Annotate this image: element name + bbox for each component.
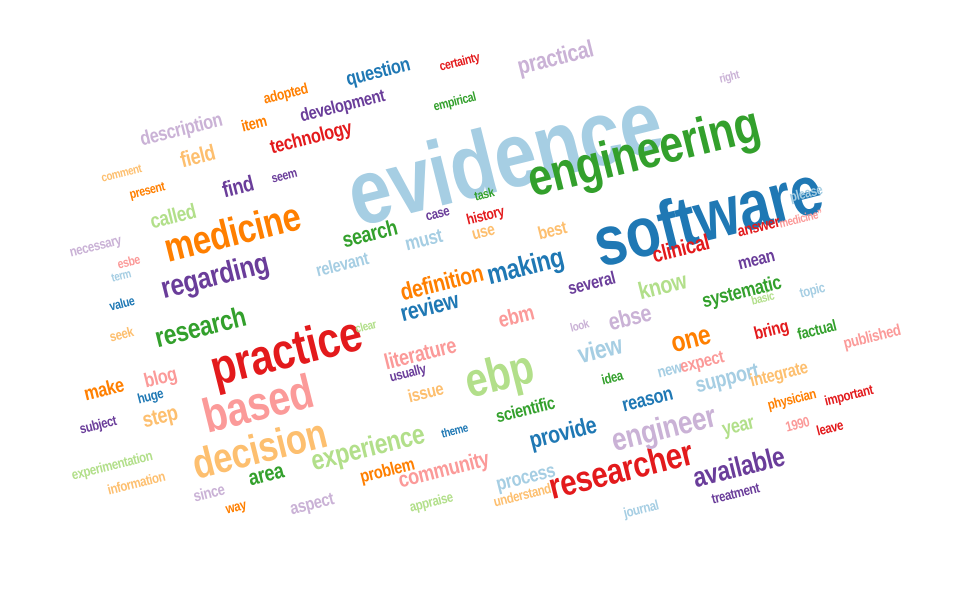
word-make: make	[81, 374, 127, 406]
word-making: making	[483, 241, 567, 291]
word-published: published	[841, 321, 903, 353]
word-question: question	[343, 53, 413, 91]
word-field: field	[177, 139, 218, 173]
word-bring: bring	[751, 315, 791, 344]
word-integrate: integrate	[747, 356, 810, 391]
word-step: step	[139, 399, 180, 433]
word-year: year	[719, 411, 757, 441]
word-comment: comment	[99, 161, 143, 185]
word-clear: clear	[353, 316, 378, 336]
word-basic: basic	[749, 288, 776, 308]
word-appraise: appraise	[407, 488, 455, 515]
word-aspect: aspect	[287, 488, 336, 519]
word-right: right	[717, 67, 741, 86]
word-use: use	[469, 219, 497, 244]
word-present: present	[127, 178, 166, 202]
word-value: value	[107, 292, 136, 314]
word-find: find	[219, 170, 257, 203]
word-information: information	[105, 467, 167, 498]
word-relevant: relevant	[313, 248, 371, 281]
word-mean: mean	[735, 245, 777, 274]
word-topic: topic	[797, 278, 827, 301]
word-subject: subject	[77, 412, 118, 437]
word-seem: seem	[269, 164, 299, 186]
word-practical: practical	[514, 35, 597, 81]
word-ebse: ebse	[605, 299, 654, 337]
word-term: term	[109, 266, 133, 285]
word-ebm: ebm	[495, 299, 537, 333]
word-provide: provide	[526, 411, 600, 455]
word-idea: idea	[599, 366, 625, 388]
word-best: best	[535, 217, 569, 244]
word-item: item	[239, 112, 269, 136]
word-important: important	[822, 381, 875, 409]
word-seek: seek	[107, 323, 135, 345]
word-way: way	[223, 496, 248, 517]
word-adopted: adopted	[261, 80, 310, 108]
word-ebp: ebp	[459, 340, 539, 409]
word-necessary: necessary	[67, 231, 123, 260]
word-since: since	[191, 481, 227, 506]
word-journal: journal	[621, 496, 660, 521]
word-know: know	[635, 267, 690, 306]
word-1990: 1990	[783, 413, 811, 435]
word-view: view	[574, 329, 626, 370]
word-look: look	[568, 316, 591, 335]
word-factual: factual	[795, 317, 839, 344]
word-issue: issue	[405, 378, 446, 407]
word-empirical: empirical	[431, 88, 478, 114]
word-area: area	[245, 457, 287, 491]
word-search: search	[339, 214, 400, 253]
word-leave: leave	[814, 416, 845, 439]
word-theme: theme	[439, 420, 470, 441]
word-several: several	[565, 267, 618, 299]
word-physician: physician	[765, 385, 818, 413]
word-certainty: certainty	[437, 49, 481, 74]
